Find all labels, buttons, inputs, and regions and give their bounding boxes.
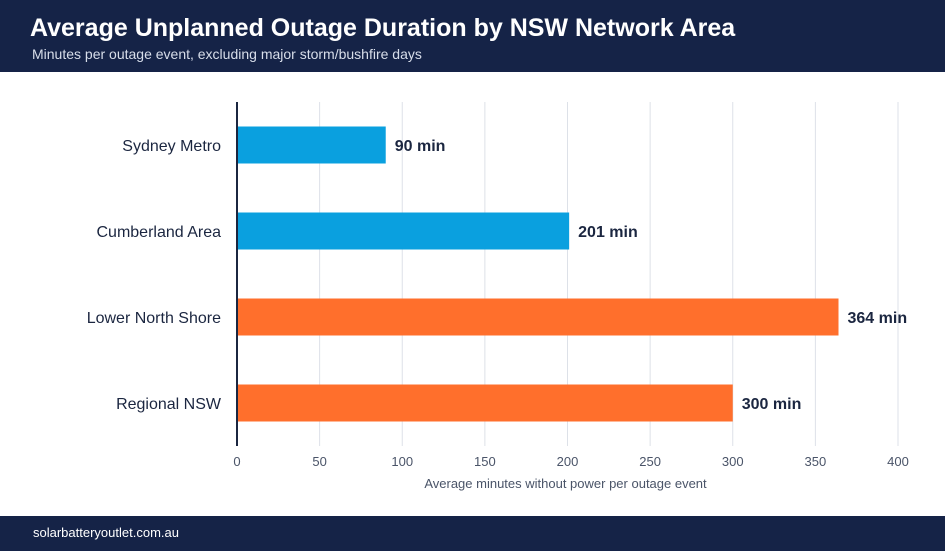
category-label: Cumberland Area bbox=[96, 224, 221, 241]
value-labels: 90 min 201 min 364 min 300 min bbox=[395, 138, 907, 413]
category-label: Regional NSW bbox=[116, 396, 222, 413]
x-tick-label: 0 bbox=[233, 454, 240, 469]
x-tick-label: 50 bbox=[312, 454, 326, 469]
x-tick-label: 150 bbox=[474, 454, 496, 469]
chart-subtitle: Minutes per outage event, excluding majo… bbox=[32, 46, 422, 62]
bar-chart: Sydney Metro Cumberland Area Lower North S… bbox=[87, 102, 909, 491]
value-label: 90 min bbox=[395, 138, 446, 155]
header-banner: Average Unplanned Outage Duration by NSW… bbox=[0, 0, 945, 72]
x-tick-label: 200 bbox=[557, 454, 579, 469]
x-tick-labels: 0 50 100 150 200 250 300 350 400 bbox=[233, 454, 908, 469]
bar-lower-north-shore bbox=[237, 298, 839, 336]
footer-bar: solarbatteryoutlet.com.au bbox=[0, 516, 945, 551]
x-tick-label: 100 bbox=[391, 454, 413, 469]
bar-cumberland-area bbox=[237, 212, 570, 250]
bars bbox=[237, 126, 839, 422]
chart-title: Average Unplanned Outage Duration by NSW… bbox=[30, 14, 736, 42]
value-label: 364 min bbox=[848, 310, 908, 327]
value-label: 201 min bbox=[578, 224, 638, 241]
value-label: 300 min bbox=[742, 396, 802, 413]
category-labels: Sydney Metro Cumberland Area Lower North S… bbox=[87, 138, 222, 413]
x-axis-title: Average minutes without power per outage… bbox=[424, 476, 707, 491]
x-tick-label: 350 bbox=[805, 454, 827, 469]
x-tick-label: 250 bbox=[639, 454, 661, 469]
bar-sydney-metro bbox=[237, 126, 386, 164]
x-tick-label: 400 bbox=[887, 454, 909, 469]
category-label: Sydney Metro bbox=[122, 138, 221, 155]
footer-website: solarbatteryoutlet.com.au bbox=[33, 525, 179, 540]
grid-lines bbox=[319, 102, 899, 446]
category-label: Lower North Shore bbox=[87, 310, 221, 327]
x-tick-label: 300 bbox=[722, 454, 744, 469]
bar-regional-nsw bbox=[237, 384, 733, 422]
